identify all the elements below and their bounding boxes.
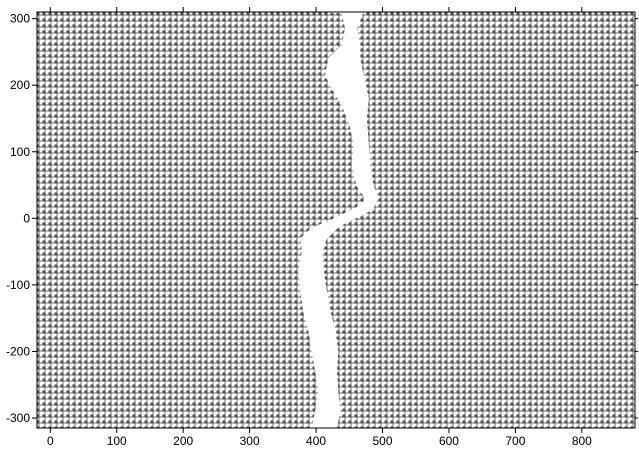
y-tick-label: -200: [6, 344, 30, 358]
x-tick-label: 500: [372, 434, 392, 448]
x-tick-label: 200: [173, 434, 193, 448]
x-tick-label: 600: [439, 434, 459, 448]
x-tick-label: 0: [47, 434, 54, 448]
x-tick-label: 400: [306, 434, 326, 448]
x-tick-label: 700: [505, 434, 525, 448]
crack-region: [298, 12, 379, 428]
x-axis: 0 100 200 300 400 500 600 700 800: [47, 7, 592, 448]
y-tick-label: 300: [10, 12, 30, 26]
x-tick-label: 300: [240, 434, 260, 448]
y-tick-label: -100: [6, 278, 30, 292]
x-tick-label: 800: [572, 434, 592, 448]
y-axis: -300 -200 -100 0 100 200 300: [6, 12, 638, 425]
y-tick-label: -300: [6, 411, 30, 425]
y-tick-label: 0: [23, 211, 30, 225]
x-tick-label: 100: [107, 434, 127, 448]
y-tick-label: 200: [10, 78, 30, 92]
plot-frame: [36, 11, 636, 429]
y-tick-label: 100: [10, 145, 30, 159]
